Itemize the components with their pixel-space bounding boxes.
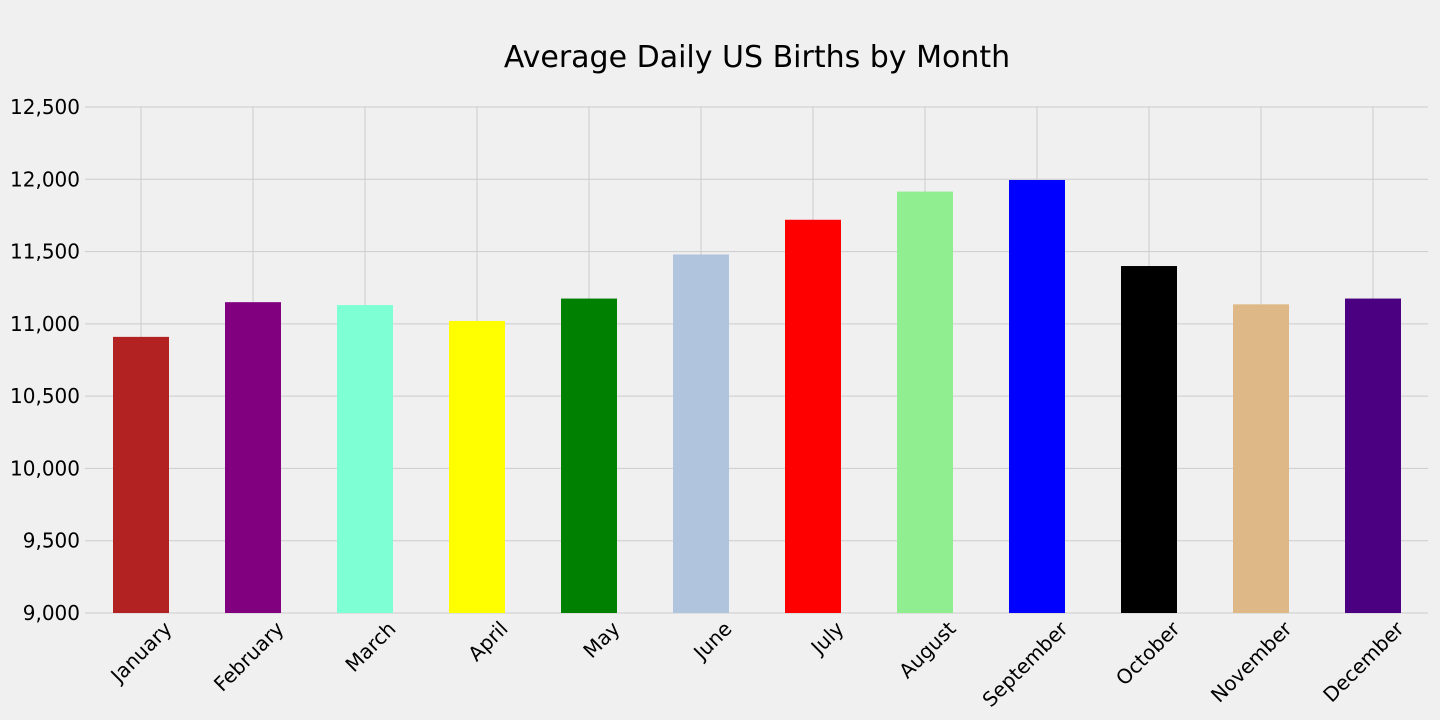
y-tick-label: 9,000 <box>23 601 80 625</box>
y-tick-label: 12,000 <box>10 167 80 191</box>
y-tick-label: 12,500 <box>10 95 80 119</box>
bar-may <box>561 298 617 613</box>
x-tick-label: August <box>894 616 961 683</box>
x-tick-label: February <box>209 616 289 696</box>
x-tick-label: December <box>1318 616 1409 707</box>
bar-august <box>897 191 953 613</box>
y-tick-label: 11,500 <box>10 240 80 264</box>
x-tick-label: April <box>463 617 512 666</box>
y-tick-label: 9,500 <box>23 529 80 553</box>
bar-july <box>785 219 841 613</box>
x-tick-label: June <box>687 617 736 666</box>
x-tick-label: March <box>340 617 400 677</box>
y-tick-label: 10,500 <box>10 384 80 408</box>
x-tick-label: July <box>805 616 849 660</box>
x-axis-ticks: January February March April May June July Augu… <box>105 616 1410 712</box>
x-tick-label: September <box>977 616 1073 712</box>
bar-november <box>1233 304 1289 613</box>
x-tick-label: May <box>578 616 624 662</box>
y-tick-label: 10,000 <box>10 456 80 480</box>
bar-march <box>337 305 393 613</box>
bar-june <box>673 254 729 613</box>
x-tick-label: October <box>1111 616 1185 690</box>
grid-layer <box>85 106 1428 614</box>
bar-layer <box>113 180 1401 613</box>
bar-september <box>1009 180 1065 613</box>
y-axis-ticks: 9,000 9,500 10,000 10,500 11,000 11,500 12,000… <box>10 95 80 625</box>
y-tick-label: 11,000 <box>10 312 80 336</box>
x-tick-label: November <box>1206 616 1297 707</box>
chart-title: Average Daily US Births by Month <box>504 40 1010 75</box>
bar-october <box>1121 266 1177 613</box>
x-tick-label: January <box>105 616 177 688</box>
bar-april <box>449 320 505 613</box>
bar-february <box>225 302 281 613</box>
bar-december <box>1345 298 1401 613</box>
bar-january <box>113 336 169 613</box>
